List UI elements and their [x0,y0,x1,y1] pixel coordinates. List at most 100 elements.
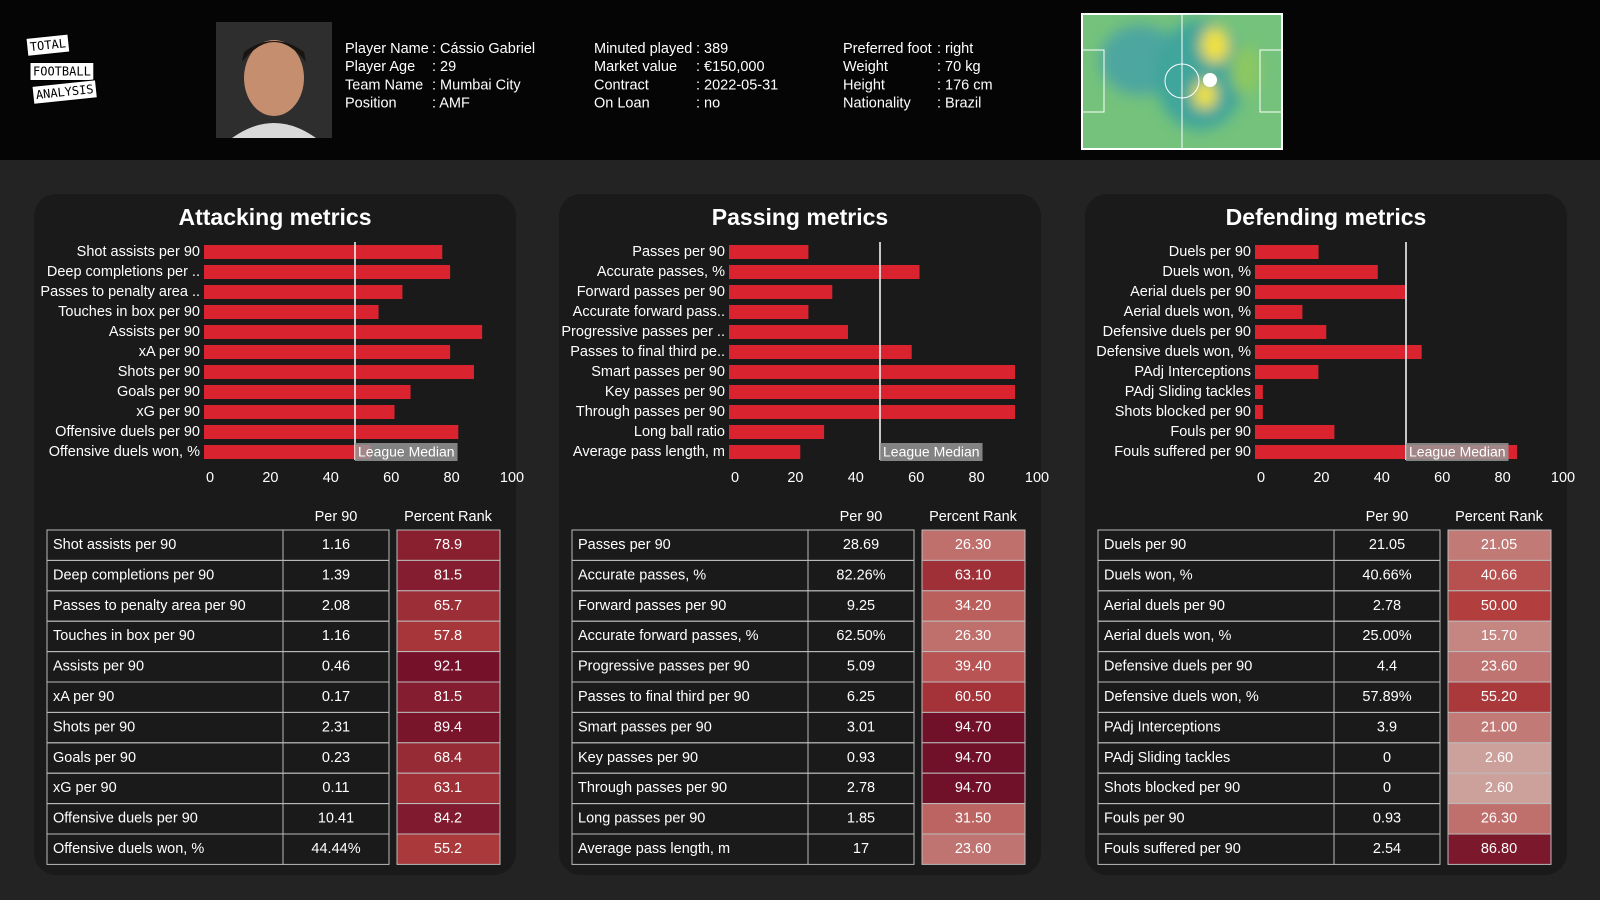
rank-cell [921,833,1026,865]
rank-cell [921,651,1026,683]
heatmap [1081,13,1283,150]
logo-word: ANALYSIS [31,79,98,105]
x-tick-label: 80 [1495,470,1511,486]
rank-cell [921,742,1026,774]
bar [204,245,443,259]
per90-cell [282,833,390,865]
per90-value: 44.44% [311,841,360,857]
x-tick-label: 0 [206,470,214,486]
per90-value: 40.66% [1362,567,1411,583]
row-name: Passes per 90 [578,537,671,553]
percent-rank: 39.40 [955,659,991,675]
bar-label: Assists per 90 [109,324,200,340]
bar-label: Passes to penalty area .. [40,284,200,300]
per90-value: 0.46 [322,659,350,675]
rank-cell [921,803,1026,835]
bar-label: Goals per 90 [117,384,200,400]
percent-rank: 60.50 [955,689,991,705]
median-label: League Median [358,444,455,460]
row-name: Shot assists per 90 [53,537,176,553]
percent-rank: 23.60 [1481,659,1517,675]
logo-box [31,79,98,105]
row-name: Fouls per 90 [1104,811,1185,827]
info-label: On Loan [594,96,650,112]
row-name: Forward passes per 90 [578,598,726,614]
bar [204,265,451,279]
bar-label: Deep completions per .. [47,264,200,280]
rank-cell [921,772,1026,805]
info-value: : 176 cm [937,77,993,93]
per90-value: 0.93 [1373,811,1401,827]
bar-label: Shots per 90 [118,364,200,380]
rank-cell [921,590,1026,622]
row-name: Through passes per 90 [578,780,727,796]
percent-rank: 84.2 [434,811,462,827]
per90-value: 2.08 [322,598,350,614]
bar-label: Fouls per 90 [1170,424,1251,440]
table-header: Percent Rank [404,509,493,525]
rank-cell [1447,529,1552,561]
per90-value: 1.16 [322,537,350,553]
per90-value: 6.25 [847,689,875,705]
per90-value: 17 [853,841,869,857]
rank-cell [396,742,501,774]
row-name: PAdj Sliding tackles [1104,750,1230,766]
rank-cell [396,620,501,653]
median-label: League Median [1409,444,1506,460]
x-tick-label: 40 [848,470,864,486]
bar [204,325,483,339]
logo-word: FOOTBALL [29,62,95,81]
info-value: : Mumbai City [432,77,521,93]
x-tick-label: 60 [908,470,924,486]
per90-value: 9.25 [847,598,875,614]
per90-value: 1.39 [322,567,350,583]
x-tick-label: 0 [1257,470,1265,486]
bar-label: Offensive duels per 90 [55,424,200,440]
bar [1255,285,1406,299]
info-value: : Cássio Gabriel [432,41,535,57]
logo-text: TOTAL [29,36,66,54]
per90-value: 28.69 [843,537,879,553]
percent-rank: 50.00 [1481,598,1517,614]
rank-cell [1447,620,1552,653]
pitch-box [1081,49,1105,113]
row-name: Touches in box per 90 [53,628,195,644]
logo-box [29,62,95,81]
table-header: Percent Rank [1455,509,1544,525]
bar [1255,305,1303,319]
per90-value: 3.01 [847,719,875,735]
row-name: xA per 90 [53,689,114,705]
per90-value: 2.54 [1373,841,1401,857]
per90-value: 0 [1383,750,1391,766]
percent-rank: 31.50 [955,811,991,827]
bar [729,345,912,359]
row-name: Passes to final third per 90 [578,689,750,705]
bar-label: Key passes per 90 [605,384,725,400]
x-tick-label: 40 [323,470,339,486]
logo-text: FOOTBALL [33,65,91,79]
percent-rank: 55.20 [1481,689,1517,705]
rank-cell [1447,590,1552,622]
bar [1255,365,1319,379]
rank-cell [396,772,501,805]
percent-rank: 2.60 [1485,750,1513,766]
rank-cell [1447,742,1552,774]
percent-rank: 21.05 [1481,537,1517,553]
info-label: Market value [594,59,677,75]
per90-value: 10.41 [318,811,354,827]
per90-value: 62.50% [836,628,885,644]
table-header: Per 90 [315,509,358,525]
row-name: Smart passes per 90 [578,719,712,735]
bar [1255,265,1378,279]
bar [729,425,825,439]
per90-value: 0.17 [322,689,350,705]
bar [729,245,809,259]
x-tick-label: 100 [500,470,524,486]
table-header: Percent Rank [929,509,1018,525]
info-value: : 389 [696,41,728,57]
info-value: : right [937,41,973,57]
percent-rank: 92.1 [434,659,462,675]
bar [729,325,848,339]
percent-rank: 63.10 [955,567,991,583]
